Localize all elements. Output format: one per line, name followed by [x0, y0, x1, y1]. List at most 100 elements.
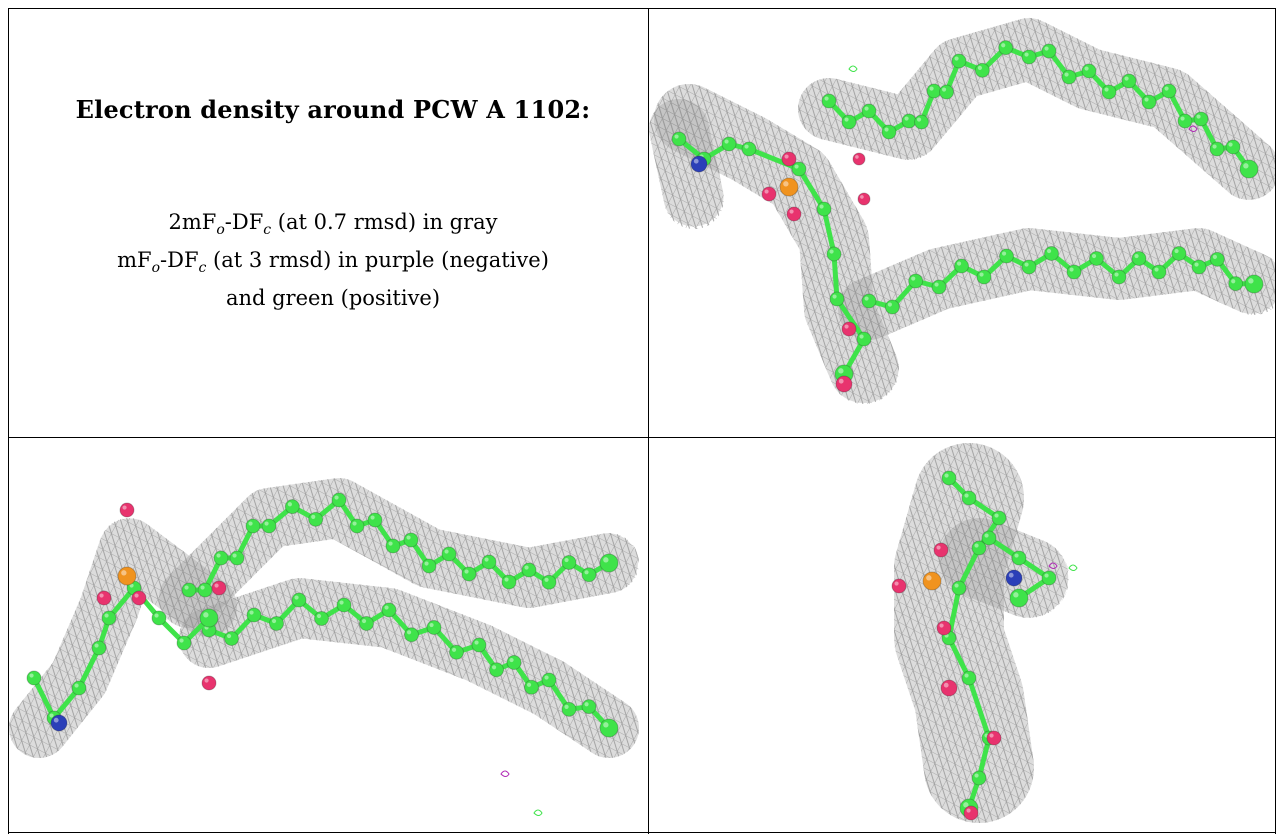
atom-highlight: [934, 282, 939, 287]
atom-highlight: [491, 665, 497, 670]
oxygen-atom: [940, 679, 958, 697]
carbon-atom: [269, 616, 284, 631]
positive-density-blob: [533, 809, 543, 816]
atom-highlight: [956, 261, 962, 266]
negative-density-blob: [1188, 125, 1198, 132]
atom-highlight: [838, 378, 844, 384]
oxygen-atom: [857, 192, 871, 206]
carbon-atom: [441, 546, 457, 562]
atom-highlight: [179, 638, 184, 643]
atom-highlight: [1196, 114, 1201, 119]
atom-highlight: [444, 549, 449, 554]
atom-highlight: [1243, 163, 1249, 169]
carbon-atom: [951, 580, 967, 596]
atom-highlight: [860, 195, 864, 199]
carbon-atom: [908, 273, 924, 289]
carbon-atom: [861, 293, 877, 309]
atom-highlight: [936, 545, 941, 550]
carbon-atom: [1151, 264, 1167, 280]
atom-highlight: [200, 585, 205, 590]
carbon-atom: [884, 299, 900, 315]
carbon-atom: [245, 518, 261, 534]
atom-highlight: [832, 294, 837, 299]
atom-highlight: [954, 583, 959, 588]
atom-highlight: [311, 514, 316, 519]
atom-highlight: [464, 569, 469, 574]
carbon-atom: [1011, 550, 1027, 566]
atom-highlight: [1001, 43, 1006, 48]
carbon-atom: [1101, 84, 1117, 100]
carbon-atom: [961, 670, 977, 686]
atom-highlight: [911, 276, 916, 281]
carbon-atom: [1081, 63, 1097, 79]
atom-highlight: [584, 702, 589, 707]
atom-highlight: [94, 643, 99, 648]
atom-highlight: [1212, 144, 1217, 149]
bond: [946, 635, 972, 681]
carbon-atom: [1089, 251, 1104, 266]
atom-highlight: [334, 495, 339, 500]
atom-highlight: [544, 675, 549, 680]
view-bottom-right: [649, 438, 1275, 834]
atom-highlight: [789, 209, 794, 214]
carbon-atom: [481, 554, 497, 570]
oxygen-atom: [933, 542, 949, 558]
atom-highlight: [406, 535, 411, 540]
atom-highlight: [564, 704, 569, 709]
atom-highlight: [974, 543, 979, 548]
atom-highlight: [1124, 76, 1129, 81]
carbon-atom: [561, 701, 577, 717]
carbon-atom: [1044, 246, 1059, 261]
carbon-atom: [71, 680, 87, 696]
carbon-atom: [914, 114, 929, 130]
atom-highlight: [544, 577, 549, 582]
carbon-atom: [821, 93, 837, 109]
atom-highlight: [1164, 86, 1169, 91]
atom-highlight: [926, 575, 932, 581]
oxygen-atom: [786, 206, 802, 222]
oxygen-atom: [781, 151, 797, 167]
atom-highlight: [963, 802, 969, 808]
carbon-atom: [1239, 159, 1259, 179]
atom-highlight: [406, 630, 412, 635]
atom-highlight: [264, 521, 269, 526]
atom-highlight: [1231, 279, 1236, 284]
atom-highlight: [74, 683, 79, 688]
carbon-atom: [971, 770, 987, 786]
atom-highlight: [287, 502, 292, 507]
view-bottom-left: [9, 438, 648, 834]
oxygen-atom: [936, 620, 952, 636]
carbon-atom: [213, 550, 229, 566]
carbon-atom: [541, 574, 557, 590]
left-border: [8, 9, 9, 834]
oxygen-atom: [131, 590, 147, 606]
atom-highlight: [979, 272, 984, 277]
atom-highlight: [1008, 572, 1014, 578]
bond: [966, 675, 992, 741]
carbon-atom: [1111, 269, 1127, 285]
molecule-render-bottom-left: [9, 478, 639, 816]
atom-highlight: [864, 296, 869, 301]
carbon-atom: [856, 331, 872, 347]
atom-highlight: [674, 134, 679, 139]
figure-table: Electron density around PCW A 1102: 2mFo…: [8, 8, 1276, 834]
carbon-atom: [1131, 251, 1147, 266]
atom-highlight: [134, 593, 139, 598]
atom-highlight: [271, 618, 277, 624]
atom-highlight: [121, 570, 127, 576]
carbon-atom: [229, 550, 245, 566]
oxygen-atom: [761, 186, 777, 202]
negative-density-blob: [1048, 562, 1058, 569]
carbon-atom: [1193, 111, 1209, 127]
carbon-atom: [998, 40, 1014, 56]
legend-line-positive: and green (positive): [225, 286, 441, 311]
atom-highlight: [838, 368, 844, 374]
atom-highlight: [451, 647, 457, 652]
atom-highlight: [203, 612, 209, 618]
carbon-atom: [521, 562, 537, 578]
atom-highlight: [564, 557, 569, 563]
atom-highlight: [1014, 553, 1019, 558]
atom-highlight: [744, 144, 749, 149]
carbon-atom: [1225, 139, 1241, 155]
atom-highlight: [794, 164, 799, 169]
